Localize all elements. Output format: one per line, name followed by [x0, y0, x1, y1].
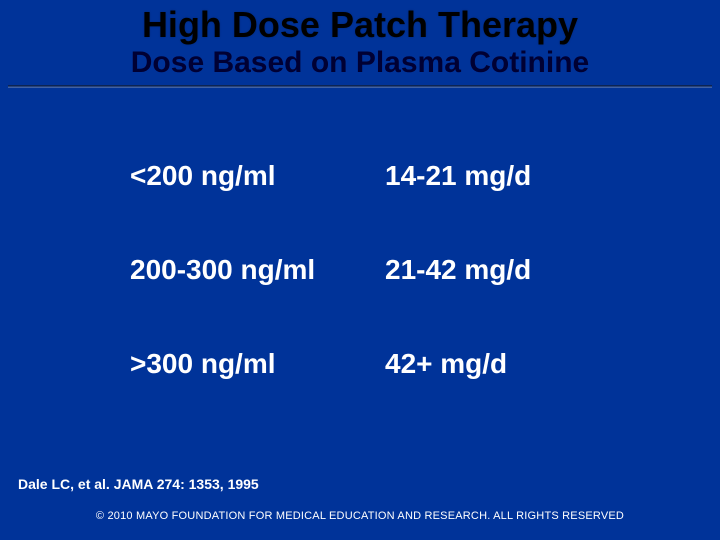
- cotinine-level-cell: <200 ng/ml: [130, 160, 385, 192]
- header-underline: [8, 85, 712, 88]
- table-row: <200 ng/ml 14-21 mg/d: [130, 160, 610, 192]
- dose-cell: 42+ mg/d: [385, 348, 610, 380]
- dose-cell: 21-42 mg/d: [385, 254, 610, 286]
- slide-title: High Dose Patch Therapy: [0, 6, 720, 44]
- slide-subtitle: Dose Based on Plasma Cotinine: [0, 46, 720, 79]
- table-row: >300 ng/ml 42+ mg/d: [130, 348, 610, 380]
- cotinine-level-cell: >300 ng/ml: [130, 348, 385, 380]
- dosing-table: <200 ng/ml 14-21 mg/d 200-300 ng/ml 21-4…: [130, 160, 610, 380]
- table-row: 200-300 ng/ml 21-42 mg/d: [130, 254, 610, 286]
- cotinine-level-cell: 200-300 ng/ml: [130, 254, 385, 286]
- dose-cell: 14-21 mg/d: [385, 160, 610, 192]
- copyright-text: © 2010 MAYO FOUNDATION FOR MEDICAL EDUCA…: [0, 510, 720, 522]
- slide-header: High Dose Patch Therapy Dose Based on Pl…: [0, 0, 720, 88]
- citation-text: Dale LC, et al. JAMA 274: 1353, 1995: [18, 476, 259, 492]
